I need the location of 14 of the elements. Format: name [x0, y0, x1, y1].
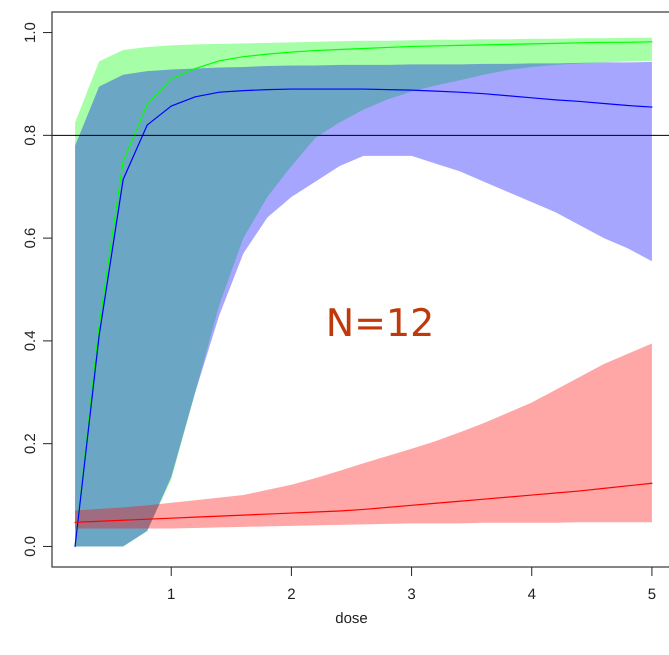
x-tick-label: 5: [648, 586, 656, 603]
y-tick-label: 0.2: [22, 433, 39, 454]
x-axis-title: dose: [335, 610, 368, 627]
line-series: [74, 482, 653, 523]
y-tick-label: 1.0: [22, 22, 39, 43]
annotation: N=12: [326, 301, 434, 345]
y-tick-label: 0.6: [22, 228, 39, 249]
y-tick-label: 0.4: [22, 330, 39, 352]
y-tick-label: 0.8: [22, 124, 39, 146]
x-tick-label: 3: [407, 586, 416, 603]
x-tick-label: 2: [287, 586, 296, 603]
x-tick-label: 1: [167, 586, 176, 603]
y-tick-label: 0.0: [22, 536, 39, 557]
x-tick-label: 4: [528, 586, 536, 603]
